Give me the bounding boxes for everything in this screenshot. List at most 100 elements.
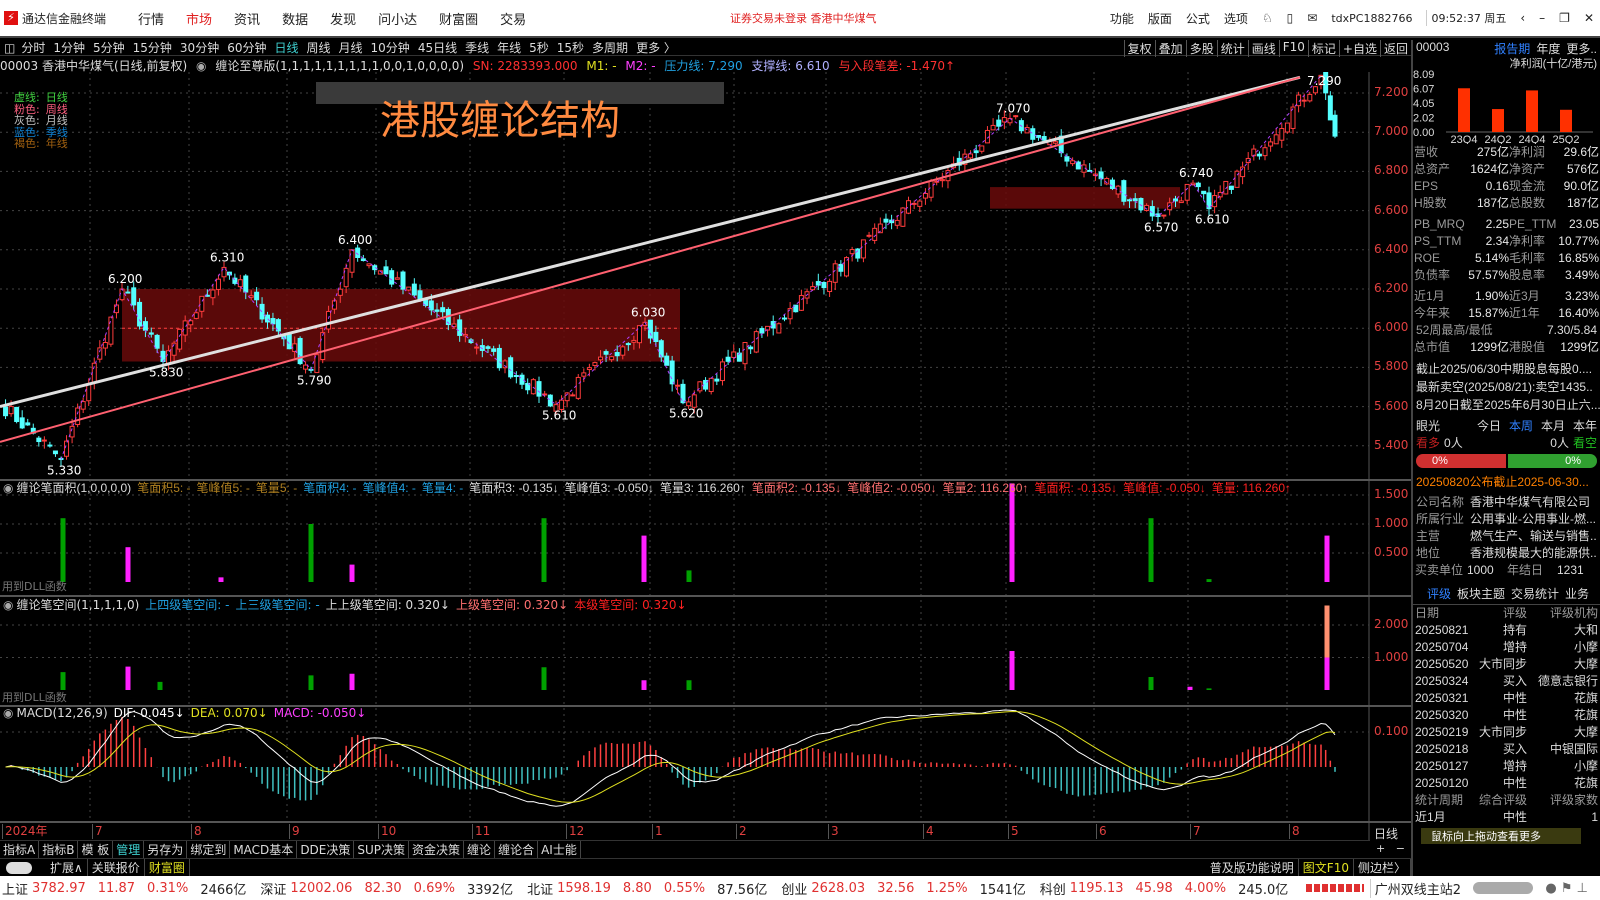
menu-item[interactable]: 市场 bbox=[186, 12, 213, 28]
fundamental-value: 187亿 bbox=[1566, 196, 1599, 210]
rating-tab[interactable]: 评级 bbox=[1427, 587, 1452, 601]
login-notice[interactable]: 证券交易未登录 香港中华煤气 bbox=[730, 12, 877, 25]
menu-item[interactable]: 交易 bbox=[500, 12, 527, 28]
side-link-button[interactable]: 普及版功能说明 bbox=[1206, 859, 1299, 876]
vision-tab[interactable]: 本周 bbox=[1508, 419, 1533, 433]
extension-button[interactable]: 财富圈 bbox=[145, 859, 190, 876]
indicator-template-button[interactable]: SUP决策 bbox=[354, 841, 410, 858]
indicator-template-button[interactable]: 指标B bbox=[39, 841, 79, 858]
server-name[interactable]: 广州双线主站2 bbox=[1369, 878, 1461, 898]
right-menu-item[interactable]: 版面 bbox=[1147, 11, 1172, 26]
finance-tab[interactable]: 更多.. bbox=[1566, 42, 1597, 56]
period-tab[interactable]: 1分钟 bbox=[53, 41, 85, 55]
account-id[interactable]: tdxPC1882766 bbox=[1331, 11, 1413, 25]
collapse-icon[interactable]: ◉ bbox=[3, 598, 14, 612]
collapse-icon[interactable]: ◉ bbox=[3, 706, 14, 720]
chart-tool-button[interactable]: 多股 bbox=[1185, 40, 1217, 57]
candle-body bbox=[996, 119, 1002, 127]
indicator-template-button[interactable]: AI士能 bbox=[538, 841, 581, 858]
menu-item[interactable]: 财富圈 bbox=[439, 12, 479, 28]
news-item[interactable]: 最新卖空(2025/08/21):卖空1435.. bbox=[1413, 378, 1600, 396]
news-item[interactable]: 8月20日截至2025年6月30日止六... bbox=[1413, 396, 1600, 414]
candle-body bbox=[1273, 134, 1279, 145]
chart-tool-button[interactable]: 标记 bbox=[1307, 40, 1339, 57]
period-tab[interactable]: 45日线 bbox=[417, 41, 458, 55]
period-tab[interactable]: 5分钟 bbox=[93, 41, 125, 55]
indicator-template-button[interactable]: DDE决策 bbox=[297, 841, 355, 858]
period-tab[interactable]: 季线 bbox=[465, 41, 490, 55]
period-tab[interactable]: 更多 〉 bbox=[636, 41, 676, 55]
phone-icon[interactable]: ▯ bbox=[1286, 11, 1294, 25]
chart-area[interactable]: 5.330 6.200 5.830 6.310 5.790 6.400 5.610 6.030… bbox=[0, 72, 1411, 840]
indicator-template-button[interactable]: 另存为 bbox=[144, 841, 188, 858]
menu-item[interactable]: 发现 bbox=[330, 12, 357, 28]
period-tab[interactable]: 10分钟 bbox=[370, 41, 410, 55]
extension-button[interactable]: 关联报价 bbox=[88, 859, 145, 876]
announcement[interactable]: 20250820公布截止2025-06-30... bbox=[1413, 470, 1600, 494]
index-amount: 245.0亿 bbox=[1238, 882, 1289, 898]
vision-tab[interactable]: 本月 bbox=[1540, 419, 1565, 433]
indicator-template-button[interactable]: 缠论 bbox=[464, 841, 496, 858]
menu-item[interactable]: 行情 bbox=[138, 12, 165, 28]
side-link-button[interactable]: 侧边栏〉 bbox=[1354, 859, 1411, 876]
toggle-switch[interactable] bbox=[6, 861, 32, 874]
indicator-template-button[interactable]: 资金决策 bbox=[409, 841, 465, 858]
indicator-template-button[interactable]: 指标A bbox=[0, 841, 40, 858]
chart-tool-button[interactable]: 返回 bbox=[1379, 40, 1411, 57]
index-amount: 3392亿 bbox=[466, 882, 514, 898]
indicator-template-button[interactable]: 管理 bbox=[113, 841, 145, 858]
collapse-icon[interactable]: ◉ bbox=[3, 481, 14, 495]
indicator-template-button[interactable]: 缠论合 bbox=[495, 841, 539, 858]
chart-tool-button[interactable]: 统计 bbox=[1216, 40, 1248, 57]
menu-item[interactable]: 数据 bbox=[282, 12, 309, 28]
period-tab[interactable]: 30分钟 bbox=[179, 41, 220, 55]
right-menu-item[interactable]: 选项 bbox=[1223, 11, 1248, 26]
period-tab[interactable]: 日线 bbox=[274, 41, 299, 55]
message-icon[interactable]: ✉ bbox=[1307, 11, 1318, 25]
rating-tab[interactable]: 板块主题 bbox=[1457, 587, 1506, 601]
period-tab[interactable]: 年线 bbox=[497, 41, 522, 55]
side-link-button[interactable]: 图文F10 bbox=[1299, 859, 1354, 876]
sentiment-bar[interactable]: 0% 0% bbox=[1416, 454, 1597, 468]
period-tab[interactable]: 60分钟 bbox=[227, 41, 267, 55]
chart-tool-button[interactable]: 叠加 bbox=[1154, 40, 1186, 57]
chart-tool-button[interactable]: F10 bbox=[1278, 40, 1308, 57]
indicator-template-button[interactable]: MACD基本 bbox=[230, 841, 298, 858]
panel-toggle-icon[interactable]: ◫ bbox=[4, 40, 16, 55]
finance-tab[interactable]: 年度 bbox=[1536, 42, 1561, 56]
close-icon[interactable]: ✕ bbox=[1583, 11, 1594, 25]
extension-button[interactable]: 扩展∧ bbox=[46, 859, 88, 876]
indicator-template-button[interactable]: 模 板 bbox=[78, 841, 114, 858]
zoom-buttons[interactable]: + − bbox=[1376, 842, 1405, 855]
minimize-icon[interactable]: – bbox=[1539, 11, 1546, 25]
indicator-template-button[interactable]: 绑定到 bbox=[187, 841, 231, 858]
indicator-bar bbox=[1324, 535, 1330, 582]
period-tab[interactable]: 15分钟 bbox=[132, 41, 172, 55]
search-input[interactable] bbox=[1473, 882, 1534, 894]
period-tab[interactable]: 月线 bbox=[338, 41, 363, 55]
back-icon[interactable]: ‹ bbox=[1520, 11, 1526, 25]
right-menu-item[interactable]: 功能 bbox=[1109, 11, 1134, 26]
period-tab[interactable]: 多周期 bbox=[592, 41, 629, 55]
indicator-field: 缠论笔面积(1,0,0,0,0) bbox=[16, 481, 132, 495]
status-icons[interactable]: ● ⚑ ⊥ bbox=[1545, 880, 1588, 896]
indicator-name[interactable]: 缠论至尊版(1,1,1,1,1,1,1,1,1,0,0,1,0,0,0,0) bbox=[215, 59, 465, 73]
chart-tool-button[interactable]: 复权 bbox=[1123, 40, 1155, 57]
rating-tab[interactable]: 业务 bbox=[1565, 587, 1590, 601]
help-icon[interactable]: ♘ bbox=[1261, 11, 1273, 25]
period-tab[interactable]: 分时 bbox=[21, 41, 46, 55]
chart-tool-button[interactable]: +自选 bbox=[1338, 40, 1380, 57]
right-menu-item[interactable]: 公式 bbox=[1185, 11, 1210, 26]
menu-item[interactable]: 资讯 bbox=[234, 12, 261, 28]
news-item[interactable]: 截止2025/06/30中期股息每股0.... bbox=[1413, 360, 1600, 378]
period-tab[interactable]: 5秒 bbox=[529, 41, 549, 55]
period-tab[interactable]: 周线 bbox=[306, 41, 331, 55]
restore-icon[interactable]: ❐ bbox=[1559, 11, 1570, 25]
rating-tab[interactable]: 交易统计 bbox=[1511, 587, 1560, 601]
vision-tab[interactable]: 今日 bbox=[1476, 419, 1501, 433]
chart-tool-button[interactable]: 画线 bbox=[1247, 40, 1279, 57]
period-tab[interactable]: 15秒 bbox=[556, 41, 585, 55]
finance-tab[interactable]: 报告期 bbox=[1494, 42, 1531, 56]
vision-tab[interactable]: 本年 bbox=[1572, 419, 1597, 433]
menu-item[interactable]: 问小达 bbox=[378, 12, 418, 28]
